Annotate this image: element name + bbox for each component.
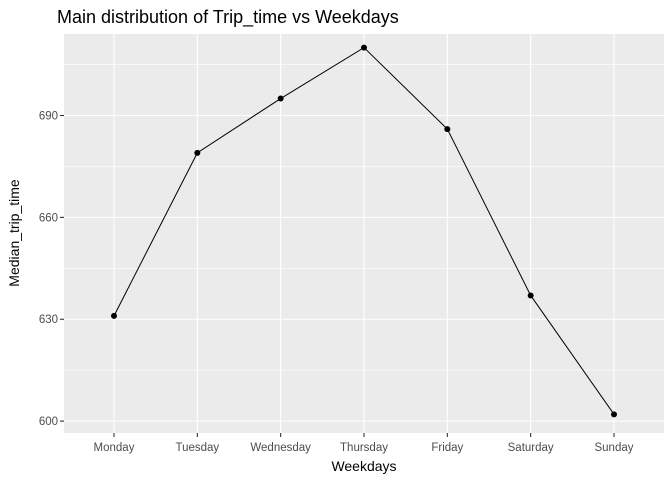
x-tick-label: Saturday — [508, 442, 554, 454]
x-tick-label: Tuesday — [175, 442, 219, 454]
data-point-thursday — [361, 44, 367, 51]
x-tick-label: Friday — [431, 442, 463, 454]
series-line-group — [111, 44, 617, 418]
data-point-friday — [444, 126, 451, 133]
gridlines — [64, 34, 664, 433]
data-point-monday — [111, 312, 117, 319]
y-tick-label: 600 — [39, 416, 58, 428]
y-tick-label: 630 — [39, 314, 58, 326]
data-point-tuesday — [194, 149, 201, 156]
y-axis-ticks: 600 630 660 690 — [39, 110, 64, 428]
y-tick-label: 690 — [39, 110, 58, 122]
x-tick-label: Wednesday — [250, 442, 311, 454]
x-axis-ticks: Monday Tuesday Wednesday Thursday Friday Satu… — [94, 433, 634, 454]
x-tick-label: Thursday — [340, 442, 388, 454]
x-tick-label: Sunday — [594, 442, 633, 454]
x-axis-title: Weekdays — [331, 458, 396, 474]
x-tick-label: Monday — [94, 442, 135, 454]
chart-title: Main distribution of Trip_time vs Weekda… — [57, 7, 399, 28]
y-tick-label: 660 — [39, 212, 58, 224]
y-axis-title: Median_trip_time — [6, 179, 22, 287]
data-point-wednesday — [277, 95, 284, 102]
data-point-sunday — [611, 411, 617, 418]
data-point-saturday — [527, 292, 534, 299]
